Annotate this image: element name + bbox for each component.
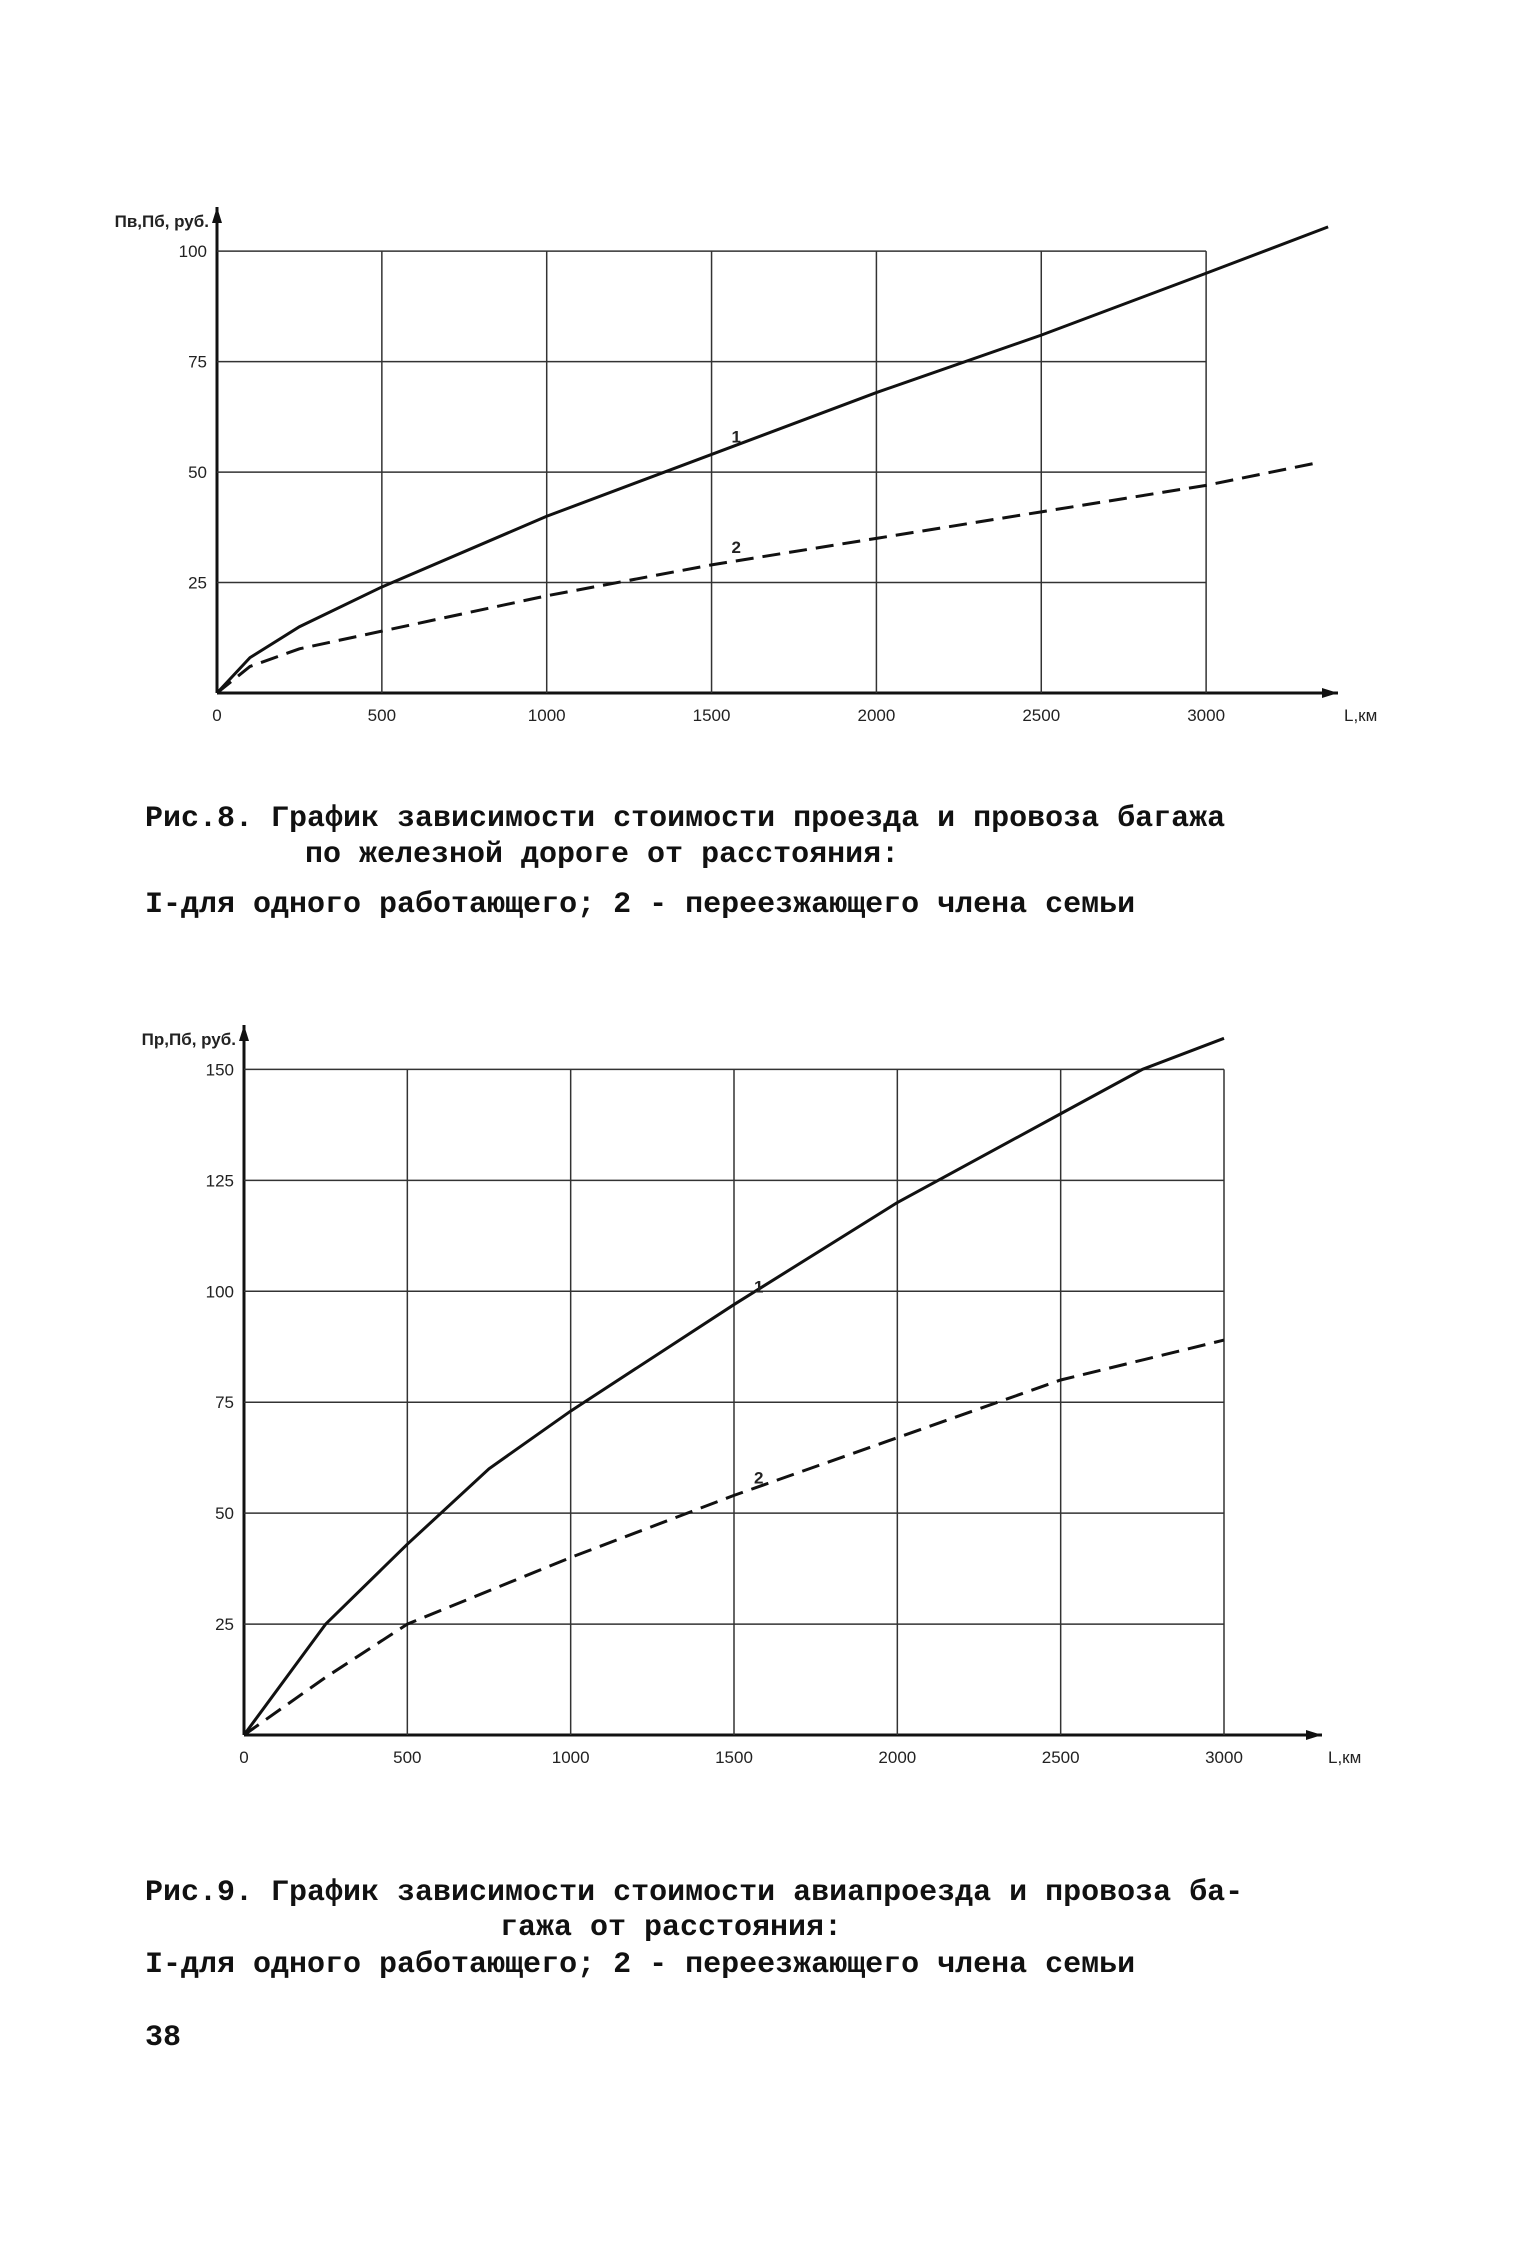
caption-line: по железной дороге от расстояния: — [305, 838, 899, 872]
x-tick-label: 2000 — [878, 1748, 916, 1767]
page-number: 38 — [145, 2021, 181, 2055]
x-tick-label: 0 — [212, 706, 221, 725]
y-tick-label: 100 — [206, 1282, 234, 1301]
caption-line: I-для одного работающего; 2 - переезжающ… — [145, 888, 1135, 922]
caption-line: Рис.8. График зависимости стоимости прое… — [145, 802, 1225, 836]
y-tick-label: 75 — [215, 1393, 234, 1412]
x-tick-label: 1500 — [715, 1748, 753, 1767]
x-tick-label: 1500 — [693, 706, 731, 725]
y-axis-arrow — [212, 207, 222, 223]
y-tick-label: 50 — [188, 463, 207, 482]
x-tick-label: 500 — [368, 706, 396, 725]
x-tick-label: 3000 — [1187, 706, 1225, 725]
x-axis-label: L,км — [1344, 706, 1377, 725]
caption-line: I-для одного работающего; 2 - переезжающ… — [145, 1948, 1135, 1982]
y-tick-label: 75 — [188, 353, 207, 372]
series-label: 1 — [732, 427, 741, 446]
series-label: 2 — [754, 1468, 763, 1487]
series-line — [215, 225, 1329, 695]
x-tick-label: 0 — [239, 1748, 248, 1767]
series-line — [242, 1036, 1225, 1736]
x-axis-label: L,км — [1328, 1748, 1361, 1767]
y-tick-label: 50 — [215, 1504, 234, 1523]
y-tick-label: 25 — [215, 1615, 234, 1634]
x-tick-label: 2500 — [1022, 706, 1060, 725]
caption-line: Рис.9. График зависимости стоимости авиа… — [145, 1876, 1243, 1910]
x-tick-label: 3000 — [1205, 1748, 1243, 1767]
x-tick-label: 1000 — [528, 706, 566, 725]
y-axis-label: Пр,Пб, руб. — [142, 1030, 236, 1049]
x-tick-label: 2000 — [857, 706, 895, 725]
x-tick-label: 1000 — [552, 1748, 590, 1767]
series-line — [216, 461, 1316, 695]
caption-line: гажа от расстояния: — [500, 1911, 842, 1945]
series-label: 1 — [754, 1278, 763, 1297]
y-tick-label: 125 — [206, 1171, 234, 1190]
x-axis-arrow — [1306, 1730, 1322, 1740]
series-label: 2 — [732, 538, 741, 557]
y-axis-label: Пв,Пб, руб. — [115, 212, 209, 231]
y-tick-label: 25 — [188, 574, 207, 593]
series-line — [243, 1338, 1225, 1737]
x-axis-arrow — [1322, 688, 1338, 698]
y-tick-label: 150 — [206, 1060, 234, 1079]
y-axis-arrow — [239, 1025, 249, 1041]
x-tick-label: 500 — [393, 1748, 421, 1767]
x-tick-label: 2500 — [1042, 1748, 1080, 1767]
y-tick-label: 100 — [179, 242, 207, 261]
